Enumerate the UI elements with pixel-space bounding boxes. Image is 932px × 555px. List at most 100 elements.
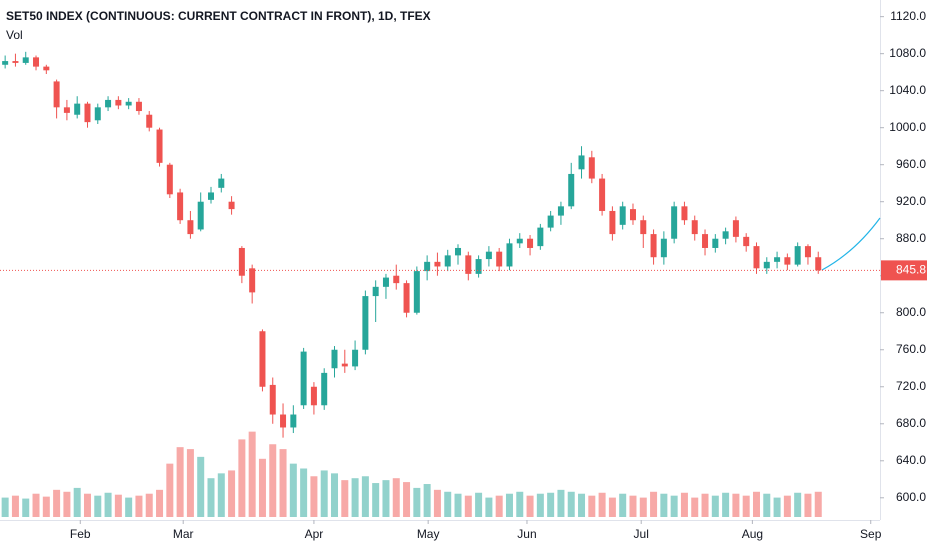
y-tick-label: 1000.0 bbox=[889, 120, 926, 134]
candle-body bbox=[393, 275, 400, 284]
volume-bar bbox=[104, 492, 112, 517]
last-price-label: 845.8 bbox=[896, 263, 926, 277]
candle-body bbox=[125, 101, 132, 106]
y-tick-label: 600.0 bbox=[896, 490, 926, 504]
y-tick-label: 680.0 bbox=[896, 416, 926, 430]
candle-body bbox=[197, 201, 204, 230]
volume-bar bbox=[413, 487, 421, 517]
volume-bar bbox=[186, 449, 194, 517]
volume-bar bbox=[423, 484, 431, 517]
y-tick-label: 1040.0 bbox=[889, 83, 926, 97]
volume-bar bbox=[711, 495, 719, 517]
volume-bar bbox=[361, 476, 369, 517]
candle-body bbox=[352, 349, 359, 367]
volume-bar bbox=[598, 492, 606, 517]
candle-body bbox=[166, 164, 173, 195]
volume-bar bbox=[454, 493, 462, 517]
volume-bar bbox=[310, 476, 318, 517]
y-tick-label: 720.0 bbox=[896, 379, 926, 393]
volume-bar bbox=[248, 431, 256, 517]
candle-body bbox=[94, 107, 101, 121]
volume-bar bbox=[722, 492, 730, 517]
candle-body bbox=[629, 209, 636, 221]
candle-body bbox=[465, 255, 472, 274]
candle-body bbox=[74, 103, 81, 115]
candle-body bbox=[557, 206, 564, 216]
candle-body bbox=[105, 99, 112, 108]
candle-body bbox=[372, 286, 379, 297]
volume-bar bbox=[444, 491, 452, 517]
candle-body bbox=[207, 192, 214, 200]
candle-body bbox=[115, 99, 122, 106]
candle-body bbox=[341, 363, 348, 367]
x-tick-label: Feb bbox=[70, 527, 91, 541]
projection-line bbox=[821, 217, 881, 271]
candle-body bbox=[599, 178, 606, 211]
volume-bar bbox=[557, 489, 565, 517]
volume-bar bbox=[536, 493, 544, 517]
candle-body bbox=[763, 261, 770, 269]
candle-body bbox=[753, 246, 760, 269]
candle-body bbox=[743, 236, 750, 247]
candle-body bbox=[12, 61, 19, 63]
volume-bar bbox=[94, 495, 102, 517]
volume-bar bbox=[485, 497, 493, 517]
candle-body bbox=[33, 57, 40, 67]
candle-body bbox=[619, 206, 626, 225]
candle-body bbox=[640, 220, 647, 235]
volume-bar bbox=[804, 493, 812, 517]
y-tick-label: 640.0 bbox=[896, 453, 926, 467]
x-tick-label: Jun bbox=[517, 527, 536, 541]
x-tick-label: Mar bbox=[173, 527, 194, 541]
volume-bar bbox=[11, 495, 19, 517]
candle-body bbox=[732, 220, 739, 237]
volume-bar bbox=[145, 493, 153, 517]
volume-bar bbox=[382, 480, 390, 517]
volume-bar bbox=[351, 478, 359, 517]
volume-bar bbox=[279, 449, 287, 517]
volume-bar bbox=[608, 497, 616, 517]
candle-body bbox=[84, 103, 91, 123]
candle-body bbox=[671, 206, 678, 239]
candle-body bbox=[527, 238, 534, 248]
candle-body bbox=[300, 351, 307, 406]
candle-body bbox=[774, 257, 781, 262]
volume-bar bbox=[691, 497, 699, 517]
volume-bar bbox=[228, 470, 236, 517]
volume-bar bbox=[475, 492, 483, 517]
volume-bar bbox=[156, 489, 164, 517]
volume-bar bbox=[752, 491, 760, 517]
volume-bar bbox=[701, 493, 709, 517]
candle-body bbox=[403, 283, 410, 313]
volume-bar bbox=[814, 491, 822, 517]
volume-bar bbox=[547, 492, 555, 517]
volume-bar bbox=[650, 491, 658, 517]
volume-bar bbox=[578, 493, 586, 517]
candle-body bbox=[578, 155, 585, 170]
volume-bar bbox=[433, 489, 441, 517]
candle-body bbox=[218, 178, 225, 188]
volume-bar bbox=[505, 493, 513, 517]
candle-body bbox=[444, 255, 451, 267]
volume-bar bbox=[331, 473, 339, 517]
y-tick-label: 760.0 bbox=[896, 342, 926, 356]
candle-body bbox=[53, 81, 60, 108]
candle-layer bbox=[2, 51, 822, 438]
candle-body bbox=[187, 220, 194, 235]
candle-body bbox=[784, 257, 791, 265]
volume-bar bbox=[516, 491, 524, 517]
candle-body bbox=[455, 247, 462, 256]
candle-body bbox=[413, 271, 420, 313]
candle-body bbox=[722, 231, 729, 239]
volume-bar bbox=[680, 492, 688, 517]
candle-body bbox=[681, 206, 688, 221]
candle-body bbox=[362, 296, 369, 350]
last-price-box bbox=[881, 260, 927, 281]
candle-body bbox=[702, 234, 709, 248]
candle-body bbox=[712, 238, 719, 248]
y-tick-label: 920.0 bbox=[896, 194, 926, 208]
candle-body bbox=[691, 220, 698, 235]
volume-bar bbox=[217, 473, 225, 517]
x-tick-label: Aug bbox=[742, 527, 763, 541]
